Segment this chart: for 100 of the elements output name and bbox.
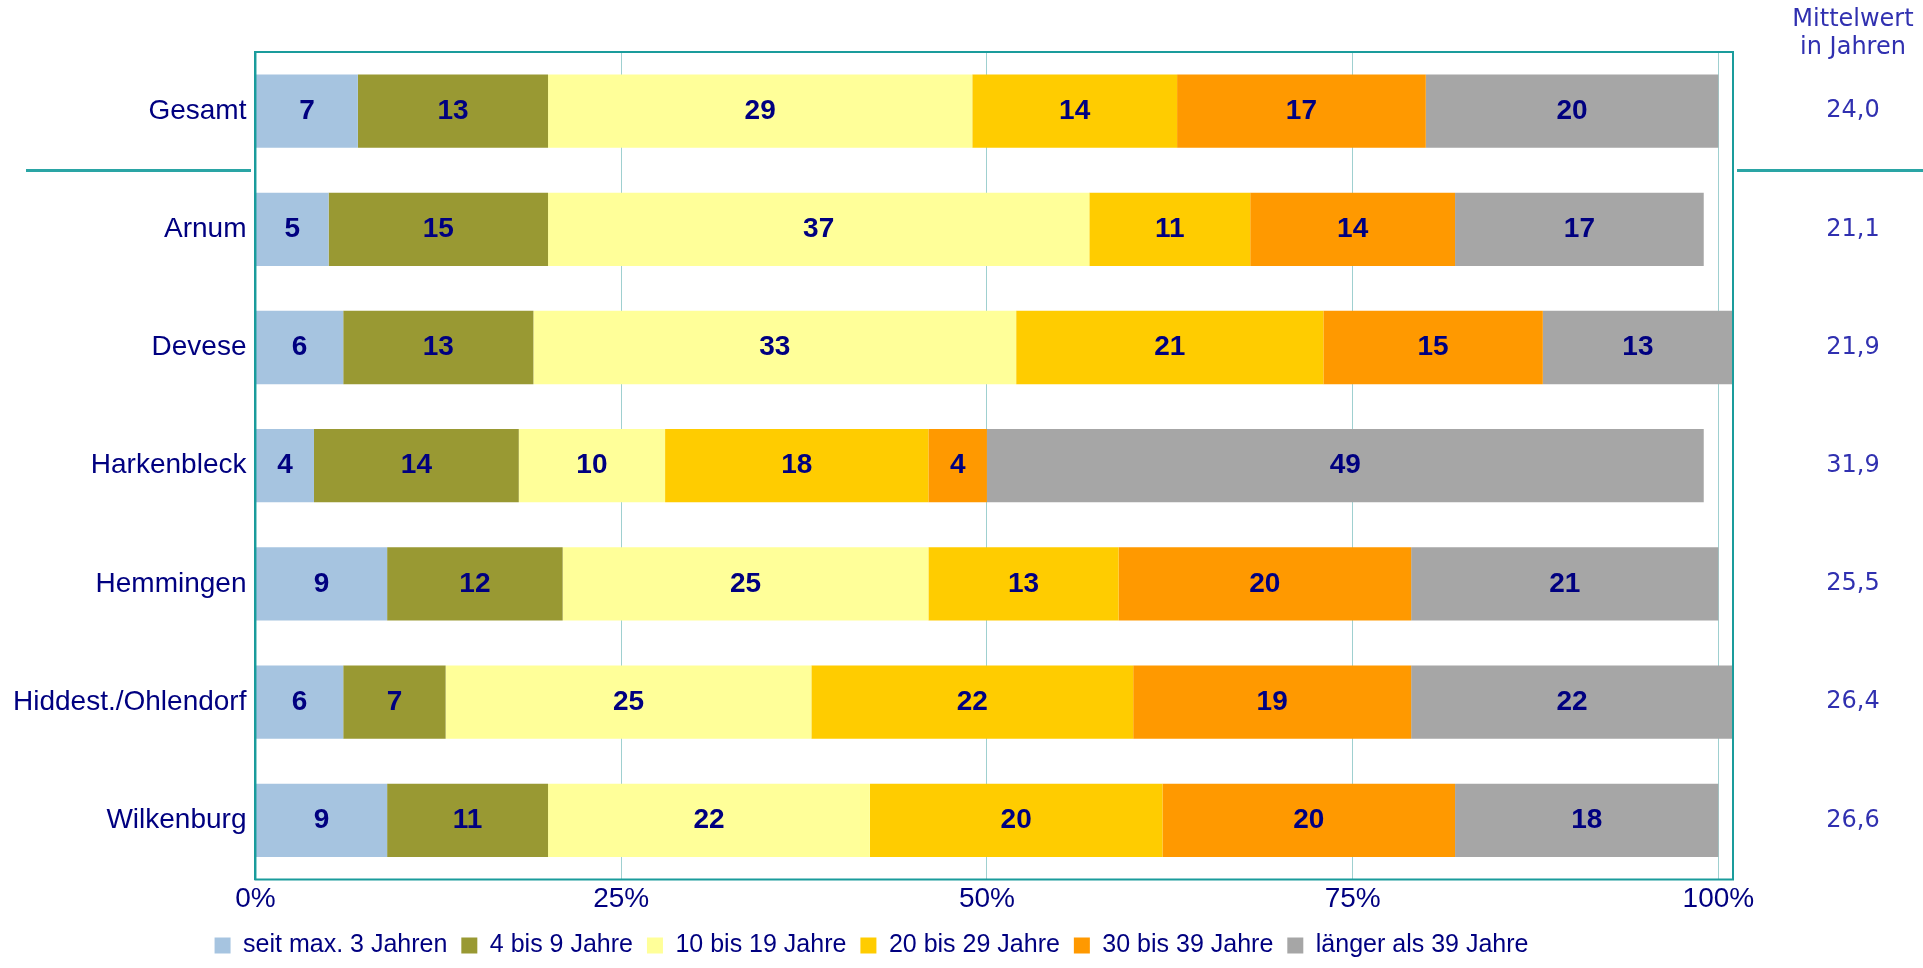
bar bbox=[1133, 665, 1412, 739]
text: 31,9 bbox=[1826, 449, 1880, 478]
data-label: 14 bbox=[400, 448, 433, 480]
bar bbox=[928, 429, 987, 503]
text: 21,9 bbox=[1826, 331, 1880, 360]
data-label: 9 bbox=[313, 566, 330, 598]
bar bbox=[986, 429, 1704, 503]
legend-label: 10 bis 19 Jahre bbox=[675, 929, 847, 958]
text: 21,1 bbox=[1826, 213, 1880, 242]
y-tick-label: Gesamt bbox=[148, 93, 247, 125]
bar bbox=[445, 665, 812, 739]
legend-label: seit max. 3 Jahren bbox=[243, 929, 448, 958]
data-label: 20 bbox=[1000, 803, 1032, 835]
bar bbox=[1411, 665, 1733, 739]
data-label: 18 bbox=[1571, 803, 1603, 835]
bar bbox=[1455, 192, 1704, 266]
data-label: 37 bbox=[803, 212, 835, 244]
data-label: 11 bbox=[1154, 212, 1185, 244]
x-tick-label: 0% bbox=[235, 881, 276, 913]
data-label: 9 bbox=[313, 803, 330, 835]
data-label: 6 bbox=[291, 330, 308, 362]
bar bbox=[1016, 310, 1324, 385]
bar bbox=[533, 310, 1017, 385]
bar bbox=[387, 547, 563, 621]
legend-label: 30 bis 39 Jahre bbox=[1102, 929, 1274, 958]
text: 25,5 bbox=[1826, 568, 1880, 597]
bar bbox=[1323, 310, 1543, 385]
data-label: 21 bbox=[1154, 330, 1186, 362]
data-label: 5 bbox=[284, 212, 301, 244]
data-label: 22 bbox=[956, 684, 988, 716]
bar bbox=[972, 74, 1178, 148]
bar bbox=[665, 429, 929, 503]
y-tick-label: Wilkenburg bbox=[106, 803, 247, 835]
text: Mittelwert in Jahren bbox=[1792, 4, 1914, 61]
data-label: 14 bbox=[1337, 212, 1369, 244]
bar bbox=[255, 547, 388, 621]
bar bbox=[255, 192, 329, 266]
bar bbox=[518, 429, 666, 503]
bar bbox=[928, 547, 1119, 621]
data-label: 4 bbox=[949, 448, 966, 480]
bar bbox=[1162, 783, 1456, 857]
bar bbox=[255, 310, 344, 385]
y-tick-label: Devese bbox=[151, 330, 247, 362]
bar bbox=[387, 783, 549, 857]
data-label: 25 bbox=[612, 684, 645, 716]
legend-label: 4 bis 9 Jahre bbox=[489, 929, 633, 958]
bar bbox=[255, 74, 358, 148]
text: 24,0 bbox=[1826, 95, 1880, 124]
data-label: 20 bbox=[1556, 93, 1588, 125]
data-label: 14 bbox=[1059, 93, 1091, 125]
bar bbox=[343, 665, 446, 739]
data-label: 33 bbox=[759, 330, 791, 362]
bar bbox=[548, 192, 1090, 266]
data-label: 17 bbox=[1563, 212, 1595, 244]
bar bbox=[1425, 74, 1719, 148]
y-tick-label: Hiddest./Ohlendorf bbox=[12, 684, 247, 716]
text: 26,6 bbox=[1826, 804, 1880, 833]
x-tick-label: 25% bbox=[593, 881, 650, 913]
data-label: 21 bbox=[1549, 566, 1581, 598]
data-label: 13 bbox=[1007, 566, 1040, 598]
text: 26,4 bbox=[1826, 686, 1880, 715]
data-label: 25 bbox=[729, 566, 762, 598]
data-label: 11 bbox=[452, 803, 483, 835]
data-label: 15 bbox=[422, 212, 454, 244]
y-tick-label: Arnum bbox=[163, 212, 247, 244]
bar bbox=[869, 783, 1163, 857]
data-label: 49 bbox=[1329, 448, 1361, 480]
bar bbox=[548, 74, 973, 148]
data-label: 29 bbox=[744, 93, 776, 125]
data-label: 22 bbox=[1556, 684, 1588, 716]
data-label: 15 bbox=[1417, 330, 1449, 362]
data-label: 19 bbox=[1256, 684, 1288, 716]
data-label: 4 bbox=[277, 448, 294, 480]
data-label: 17 bbox=[1285, 93, 1318, 125]
bar bbox=[255, 429, 314, 503]
data-label: 13 bbox=[1622, 330, 1654, 362]
bar bbox=[255, 665, 344, 739]
bar bbox=[1177, 74, 1426, 148]
data-label: 6 bbox=[291, 684, 308, 716]
data-label: 13 bbox=[437, 93, 469, 125]
legend-label: länger als 39 Jahre bbox=[1315, 929, 1529, 958]
bar bbox=[1542, 310, 1733, 385]
x-tick-label: 100% bbox=[1682, 881, 1755, 913]
data-label: 13 bbox=[422, 330, 454, 362]
x-tick-label: 50% bbox=[958, 881, 1015, 913]
bar bbox=[548, 783, 870, 857]
data-label: 7 bbox=[386, 684, 403, 716]
data-label: 20 bbox=[1249, 566, 1281, 598]
bar bbox=[1118, 547, 1412, 621]
y-tick-label: Hemmingen bbox=[95, 566, 247, 598]
bar bbox=[1089, 192, 1251, 266]
data-label: 7 bbox=[299, 93, 315, 125]
y-tick-label: Harkenbleck bbox=[90, 448, 248, 480]
bar bbox=[1411, 547, 1719, 621]
data-label: 20 bbox=[1293, 803, 1325, 835]
data-label: 12 bbox=[459, 566, 491, 598]
data-label: 10 bbox=[576, 448, 608, 480]
legend-label: 20 bis 29 Jahre bbox=[888, 929, 1060, 958]
bar bbox=[562, 547, 929, 621]
bar bbox=[1250, 192, 1456, 266]
